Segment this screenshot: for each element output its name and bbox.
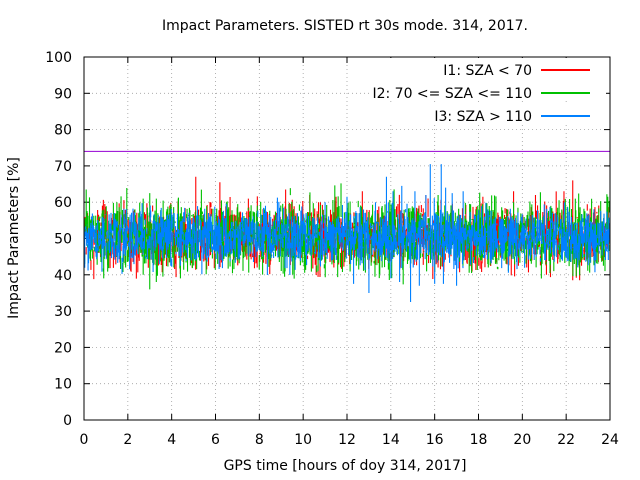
y-tick-label: 50 <box>54 232 72 248</box>
x-tick-label: 4 <box>167 432 176 448</box>
y-tick-label: 40 <box>54 268 72 284</box>
y-tick-label: 70 <box>54 159 72 175</box>
x-tick-label: 14 <box>382 432 400 448</box>
y-tick-label: 10 <box>54 377 72 393</box>
y-tick-label: 80 <box>54 123 72 139</box>
x-tick-label: 0 <box>80 432 89 448</box>
x-tick-label: 10 <box>294 432 312 448</box>
y-axis-ticks: 0 10 20 30 40 50 60 70 80 90 100 <box>45 50 610 429</box>
x-tick-label: 12 <box>338 432 356 448</box>
plot-series <box>83 164 611 303</box>
x-tick-label: 18 <box>470 432 488 448</box>
y-axis-label: Impact Parameters [%] <box>6 157 22 319</box>
x-tick-label: 16 <box>426 432 444 448</box>
x-axis-ticks: 0 2 4 6 8 10 12 14 16 18 20 22 24 <box>80 57 619 448</box>
y-tick-label: 100 <box>45 50 72 66</box>
x-tick-label: 8 <box>255 432 264 448</box>
y-tick-label: 20 <box>54 340 72 356</box>
legend-background <box>370 58 606 78</box>
x-tick-label: 6 <box>211 432 220 448</box>
y-tick-label: 90 <box>54 86 72 102</box>
x-axis-label: GPS time [hours of doy 314, 2017] <box>224 458 467 474</box>
x-tick-label: 24 <box>601 432 619 448</box>
x-tick-label: 2 <box>123 432 132 448</box>
y-tick-label: 0 <box>63 413 72 429</box>
legend-label-1: I1: SZA < 70 <box>443 63 532 79</box>
legend-label-3: I3: SZA > 110 <box>434 109 532 125</box>
y-tick-label: 60 <box>54 195 72 211</box>
x-tick-label: 20 <box>513 432 531 448</box>
plot-frame <box>83 56 611 421</box>
legend-label-2: I2: 70 <= SZA <= 110 <box>372 86 532 102</box>
legend: I1: SZA < 70 I2: 70 <= SZA <= 110 I3: SZA … <box>370 58 606 125</box>
legend-background <box>370 81 606 101</box>
chart-title: Impact Parameters. SISTED rt 30s mode. 3… <box>162 18 528 34</box>
legend-background <box>370 104 606 124</box>
x-tick-label: 22 <box>557 432 575 448</box>
y-tick-label: 30 <box>54 304 72 320</box>
